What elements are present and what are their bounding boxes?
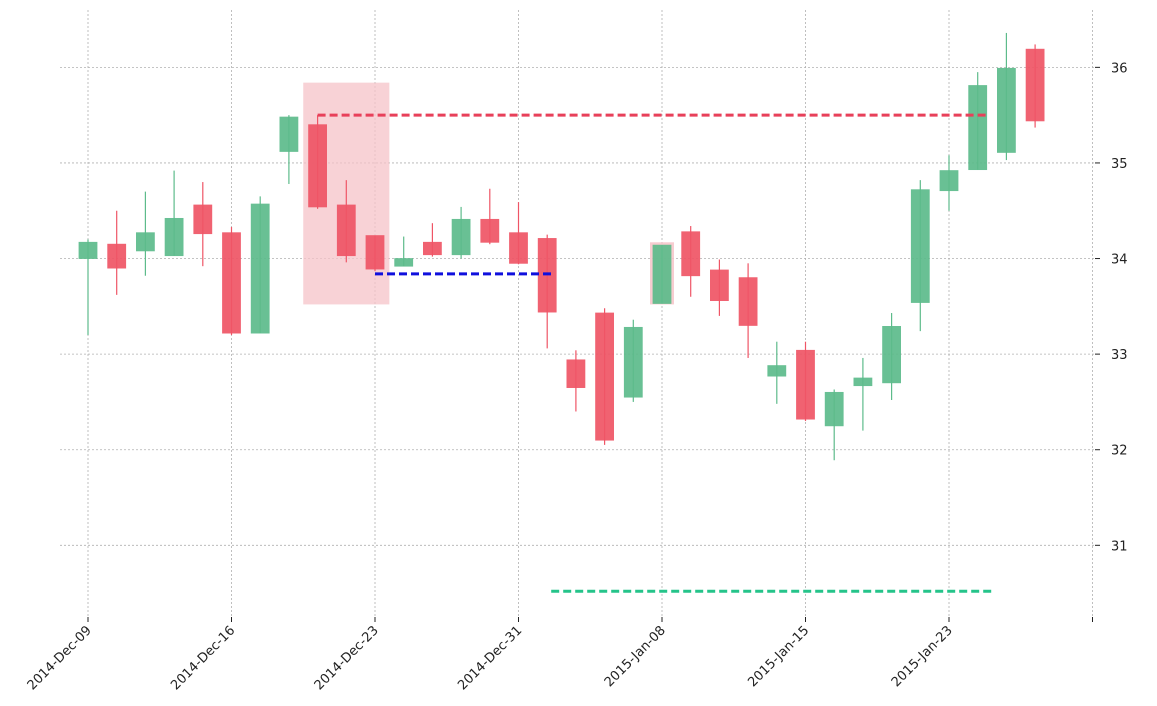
candle xyxy=(939,155,959,211)
x-tick-label: 2014-Dec-23 xyxy=(312,623,382,693)
x-tick-label: 2014-Dec-31 xyxy=(455,623,525,693)
y-tick-label: 33 xyxy=(1111,348,1128,363)
y-tick-label: 32 xyxy=(1111,444,1128,459)
candle xyxy=(968,72,988,171)
candle-body xyxy=(107,243,127,269)
candle-body xyxy=(681,231,701,277)
candle xyxy=(365,235,385,271)
candle xyxy=(710,259,729,316)
candle-body xyxy=(595,312,614,441)
candles xyxy=(78,32,1045,461)
candle xyxy=(164,170,184,257)
candle xyxy=(451,206,471,259)
candle xyxy=(222,226,241,336)
candle xyxy=(394,236,414,267)
candle xyxy=(279,115,299,184)
x-tick-label: 2014-Dec-16 xyxy=(168,623,238,693)
candle-body xyxy=(824,391,844,427)
candle-body xyxy=(710,269,729,301)
candle xyxy=(107,210,127,295)
candle-body xyxy=(365,235,385,270)
candle-body xyxy=(853,377,873,387)
candle-body xyxy=(336,204,356,257)
candle xyxy=(910,180,930,332)
candle-body xyxy=(652,244,672,304)
candle xyxy=(824,389,844,461)
candle-body xyxy=(222,232,241,334)
candle xyxy=(623,319,643,402)
candle-body xyxy=(451,218,471,256)
x-tick-label: 2015-Jan-15 xyxy=(745,623,812,690)
candle xyxy=(250,196,270,334)
candle xyxy=(193,182,213,267)
candle-body xyxy=(509,232,528,264)
candle xyxy=(882,313,901,401)
candle xyxy=(135,191,155,276)
candle xyxy=(308,115,328,209)
candle-body xyxy=(939,170,959,192)
candle xyxy=(566,350,586,412)
candle xyxy=(997,32,1016,161)
candle xyxy=(681,226,701,297)
candle-body xyxy=(279,116,299,152)
candle xyxy=(78,239,98,336)
candle xyxy=(853,357,873,431)
candle-body xyxy=(422,241,442,256)
candle-body xyxy=(1025,48,1045,122)
candle-body xyxy=(997,67,1016,153)
candle-body xyxy=(623,326,643,398)
candle-body xyxy=(78,241,98,259)
candle-body xyxy=(796,349,815,420)
level-lines xyxy=(317,113,994,593)
candle xyxy=(595,308,614,445)
x-tick-label: 2015-Jan-08 xyxy=(602,623,669,690)
candle xyxy=(509,202,528,265)
candle xyxy=(537,234,557,349)
candle xyxy=(336,180,356,263)
candle-body xyxy=(250,203,270,334)
candle xyxy=(738,263,758,358)
candle xyxy=(652,244,672,304)
candle-body xyxy=(910,189,930,303)
candle-body xyxy=(308,124,328,208)
x-tick-label: 2014-Dec-09 xyxy=(25,623,95,693)
candle-body xyxy=(767,365,787,377)
candle-body xyxy=(394,258,414,267)
candle-body xyxy=(164,217,184,257)
candle-body xyxy=(135,232,155,252)
candle xyxy=(796,341,815,422)
y-tick-label: 35 xyxy=(1111,157,1128,172)
candle-body xyxy=(738,277,758,326)
candle-body xyxy=(882,326,901,384)
y-tick-label: 36 xyxy=(1111,61,1128,76)
candle xyxy=(480,188,500,245)
candle xyxy=(767,341,787,404)
y-tick-label: 34 xyxy=(1111,253,1128,268)
candle xyxy=(422,223,442,257)
candle-body xyxy=(566,359,586,388)
x-tick-label: 2015-Jan-23 xyxy=(889,623,956,690)
candle-body xyxy=(968,85,988,171)
y-tick-label: 31 xyxy=(1111,539,1128,554)
candle-body xyxy=(480,218,500,243)
candle xyxy=(1025,44,1045,128)
grid-lines xyxy=(60,10,1095,617)
candle-body xyxy=(193,204,213,235)
